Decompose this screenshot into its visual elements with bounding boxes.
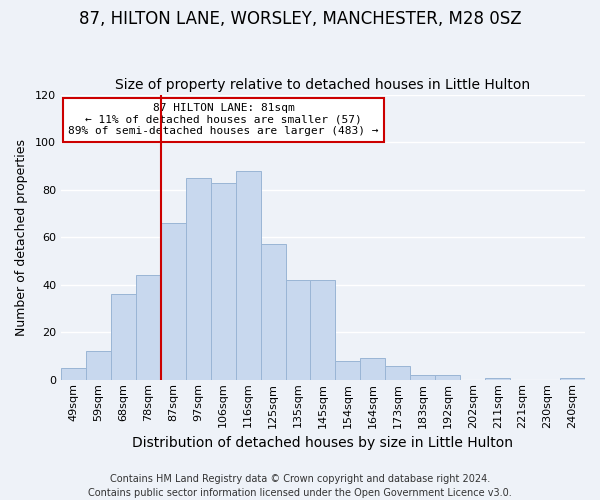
Bar <box>186 178 211 380</box>
Bar <box>560 378 585 380</box>
Bar <box>286 280 310 380</box>
Bar <box>111 294 136 380</box>
Bar <box>335 361 361 380</box>
Text: 87 HILTON LANE: 81sqm
← 11% of detached houses are smaller (57)
89% of semi-deta: 87 HILTON LANE: 81sqm ← 11% of detached … <box>68 103 379 136</box>
Bar <box>435 375 460 380</box>
Bar <box>136 276 161 380</box>
Bar <box>410 375 435 380</box>
Bar <box>485 378 510 380</box>
Bar <box>310 280 335 380</box>
Bar <box>236 170 260 380</box>
Text: 87, HILTON LANE, WORSLEY, MANCHESTER, M28 0SZ: 87, HILTON LANE, WORSLEY, MANCHESTER, M2… <box>79 10 521 28</box>
X-axis label: Distribution of detached houses by size in Little Hulton: Distribution of detached houses by size … <box>133 436 514 450</box>
Bar <box>385 366 410 380</box>
Bar <box>211 182 236 380</box>
Title: Size of property relative to detached houses in Little Hulton: Size of property relative to detached ho… <box>115 78 530 92</box>
Bar <box>260 244 286 380</box>
Bar <box>361 358 385 380</box>
Bar <box>161 223 186 380</box>
Y-axis label: Number of detached properties: Number of detached properties <box>15 138 28 336</box>
Bar <box>61 368 86 380</box>
Text: Contains HM Land Registry data © Crown copyright and database right 2024.
Contai: Contains HM Land Registry data © Crown c… <box>88 474 512 498</box>
Bar <box>86 352 111 380</box>
